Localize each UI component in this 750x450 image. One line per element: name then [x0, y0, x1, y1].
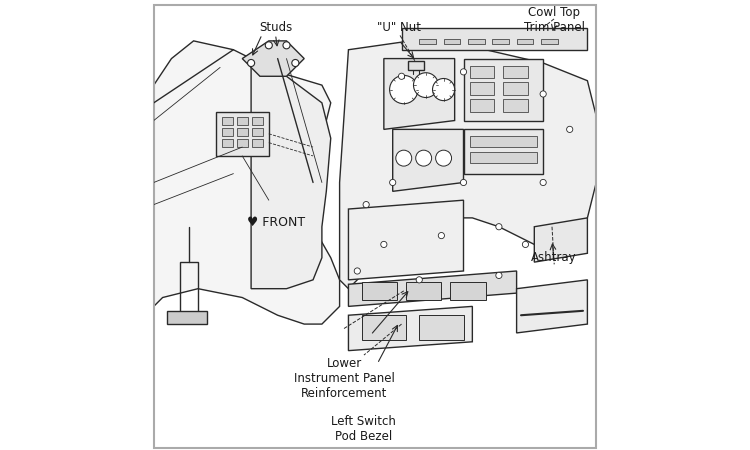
Bar — [222, 117, 233, 125]
Polygon shape — [534, 218, 587, 262]
Bar — [470, 99, 494, 112]
Bar — [503, 99, 528, 112]
Text: Studs: Studs — [259, 21, 292, 34]
Text: "U" Nut: "U" Nut — [377, 21, 422, 34]
Polygon shape — [408, 61, 424, 70]
Bar — [251, 128, 262, 136]
Circle shape — [354, 268, 361, 274]
Circle shape — [522, 241, 529, 248]
Bar — [419, 39, 436, 45]
Bar — [503, 66, 528, 78]
Circle shape — [283, 42, 290, 49]
Text: Lower
Instrument Panel
Reinforcement: Lower Instrument Panel Reinforcement — [293, 357, 394, 400]
Bar — [517, 39, 533, 45]
Circle shape — [496, 224, 502, 230]
Circle shape — [413, 73, 438, 98]
Polygon shape — [349, 271, 517, 306]
Bar — [492, 39, 509, 45]
Polygon shape — [464, 130, 543, 174]
Circle shape — [460, 69, 466, 75]
Circle shape — [389, 180, 396, 185]
Bar — [237, 128, 248, 136]
Circle shape — [416, 277, 422, 283]
Bar — [251, 117, 262, 125]
Polygon shape — [242, 41, 304, 76]
Circle shape — [416, 150, 432, 166]
Text: Cowl Top
Trim Panel: Cowl Top Trim Panel — [524, 6, 585, 34]
Bar — [362, 315, 406, 340]
Text: ♥ FRONT: ♥ FRONT — [247, 216, 304, 229]
Bar — [362, 282, 398, 300]
Polygon shape — [251, 58, 331, 289]
Bar — [470, 152, 536, 162]
Bar — [468, 39, 484, 45]
Circle shape — [540, 91, 546, 97]
Bar — [503, 82, 528, 95]
Bar — [450, 282, 486, 300]
Bar — [406, 282, 442, 300]
Circle shape — [266, 42, 272, 49]
Bar — [222, 128, 233, 136]
Circle shape — [292, 59, 299, 67]
Circle shape — [436, 150, 451, 166]
Circle shape — [396, 150, 412, 166]
Text: Ashtray: Ashtray — [532, 252, 577, 264]
Polygon shape — [393, 130, 464, 191]
Text: Left Switch
Pod Bezel: Left Switch Pod Bezel — [332, 415, 396, 443]
Circle shape — [363, 202, 369, 208]
Bar — [237, 139, 248, 147]
Bar — [419, 315, 464, 340]
Bar — [470, 82, 494, 95]
Polygon shape — [154, 41, 340, 324]
Bar — [470, 136, 536, 147]
Circle shape — [433, 78, 454, 101]
Bar — [222, 139, 233, 147]
Bar — [470, 66, 494, 78]
Polygon shape — [216, 112, 268, 156]
Circle shape — [540, 180, 546, 185]
Polygon shape — [167, 311, 207, 324]
Circle shape — [248, 59, 255, 67]
Circle shape — [566, 126, 573, 132]
Circle shape — [460, 180, 466, 185]
Circle shape — [381, 241, 387, 248]
Circle shape — [438, 233, 445, 238]
Bar — [251, 139, 262, 147]
Polygon shape — [401, 27, 587, 50]
Bar — [541, 39, 558, 45]
Polygon shape — [384, 58, 454, 130]
Polygon shape — [340, 41, 596, 289]
Polygon shape — [349, 306, 472, 351]
Circle shape — [496, 272, 502, 279]
Polygon shape — [349, 200, 464, 280]
Bar — [237, 117, 248, 125]
Polygon shape — [464, 58, 543, 121]
Circle shape — [389, 76, 418, 104]
Circle shape — [398, 73, 405, 79]
Polygon shape — [517, 280, 587, 333]
Bar — [443, 39, 460, 45]
